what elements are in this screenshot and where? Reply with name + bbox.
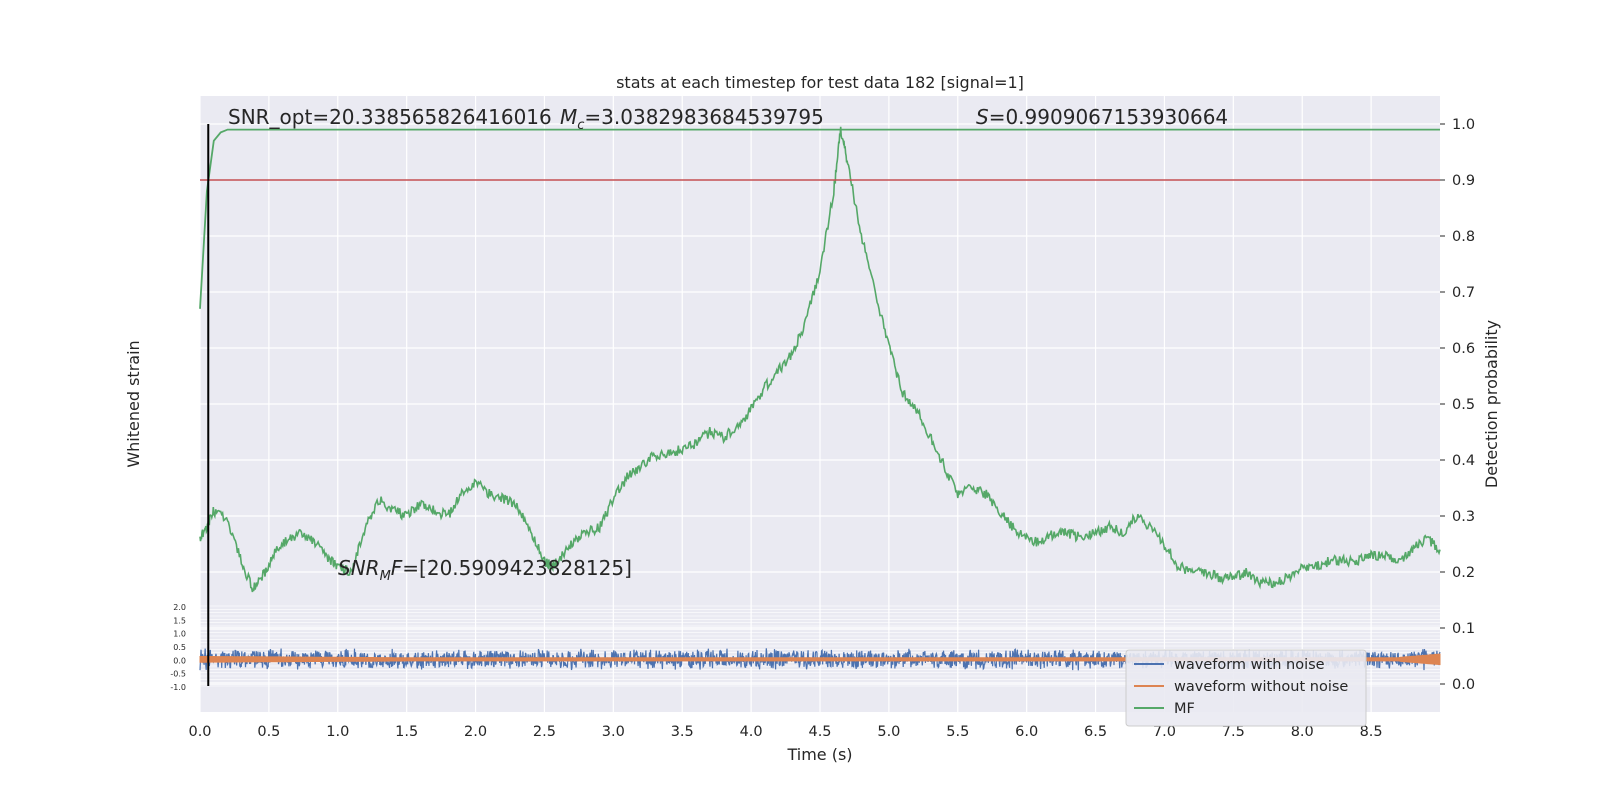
right-y-tick-label: 0.1 [1452,621,1475,637]
right-y-tick-label: 0.5 [1452,397,1475,413]
right-y-tick-label: 0.6 [1452,341,1475,357]
x-tick-label: 6.0 [1015,724,1038,740]
legend-label-mf: MF [1174,701,1195,717]
left-y-tick-label: 1.0 [173,630,186,639]
chart-title: stats at each timestep for test data 182… [616,73,1024,92]
x-tick-label: 8.0 [1291,724,1314,740]
left-y-tick-label: -1.0 [170,683,186,692]
x-tick-label: 3.0 [602,724,625,740]
right-y-tick-label: 0.8 [1452,229,1475,245]
right-y-tick-label: 0.2 [1452,565,1475,581]
x-tick-label: 4.0 [740,724,763,740]
left-y-axis-label: Whitened strain [124,340,143,467]
left-y-tick-label: 1.5 [173,616,186,625]
right-y-tick-label: 0.7 [1452,285,1475,301]
right-y-tick-labels: 0.0 0.1 0.2 0.3 0.4 0.5 0.6 0.7 0.8 0.9 1.0 [1440,117,1475,693]
right-y-tick-label: 1.0 [1452,117,1475,133]
legend-box [1125,649,1367,727]
legend-label-clean: waveform without noise [1174,679,1348,695]
legend-label-noise: waveform with noise [1174,657,1325,673]
left-y-tick-label: 0.0 [173,656,186,665]
snr-opt-annotation: SNR_opt=20.338565826416016 [228,105,552,129]
s-annotation: S=0.9909067153930664 [976,105,1228,129]
x-tick-label: 3.5 [671,724,694,740]
mf-noisy-line [199,126,1441,593]
right-y-tick-label: 0.4 [1452,453,1475,469]
right-y-axis-label: Detection probability [1482,320,1501,488]
x-axis-label: Time (s) [786,745,852,764]
right-y-tick-label: 0.0 [1452,677,1475,693]
mc-annotation: Mc=3.0382983684539795 [560,105,824,133]
x-tick-labels: 0.0 0.5 1.0 1.5 2.0 2.5 3.0 3.5 4.0 4.5 5.0 5.5 6.0 6… [188,724,1382,740]
x-tick-label: 8.5 [1360,724,1383,740]
mf-line [199,128,1440,309]
left-y-tick-label: 0.5 [173,643,186,652]
left-y-tick-label: -0.5 [170,670,186,679]
legend: waveform with noise waveform without noi… [1125,649,1367,727]
x-tick-label: 2.0 [464,724,487,740]
x-tick-label: 0.5 [257,724,280,740]
x-tick-label: 5.0 [877,724,900,740]
waveform-without-noise-band [199,653,1441,666]
x-tick-label: 7.0 [1153,724,1176,740]
x-tick-label: 5.5 [946,724,969,740]
x-tick-label: 1.5 [395,724,418,740]
snr-mf-annotation: SNRMF=[20.5909423828125] [338,556,632,584]
x-tick-label: 4.5 [808,724,831,740]
right-y-tick-label: 0.3 [1452,509,1475,525]
x-tick-label: 1.0 [326,724,349,740]
x-tick-label: 6.5 [1084,724,1107,740]
x-tick-label: 2.5 [533,724,556,740]
series-layer [199,126,1441,671]
x-tick-label: 0.0 [188,724,211,740]
left-y-tick-label: 2.0 [173,603,186,612]
left-y-tick-labels: -1.0 -0.5 0.0 0.5 1.0 1.5 2.0 [170,603,186,692]
right-y-tick-label: 0.9 [1452,173,1475,189]
x-tick-label: 7.5 [1222,724,1245,740]
